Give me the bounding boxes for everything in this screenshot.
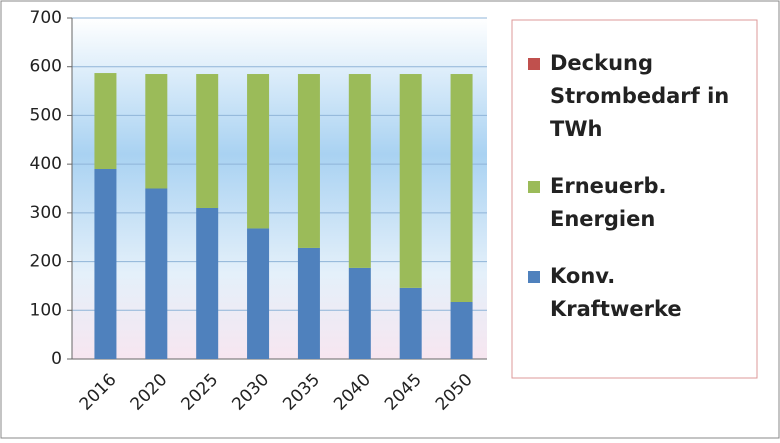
x-tick-label: 2035 [279, 370, 324, 415]
bar-segment [196, 207, 219, 359]
y-tick-label: 100 [30, 300, 62, 320]
plot-area [72, 18, 487, 359]
bar-segment [297, 74, 320, 248]
bar-segment [399, 74, 422, 288]
bar-segment [145, 74, 168, 189]
x-tick-label: 2016 [76, 370, 121, 415]
legend-label: Deckung Strombedarf in TWh [550, 51, 729, 141]
legend-swatch [528, 58, 540, 70]
bar-segment [247, 74, 270, 229]
bar-segment [145, 188, 168, 359]
x-tick-label: 2030 [228, 370, 273, 415]
legend-label: Konv. Kraftwerke [550, 264, 682, 321]
bar-segment [297, 247, 320, 359]
bar-segment [94, 73, 117, 170]
y-tick-label: 400 [30, 154, 62, 174]
bar-segment [348, 267, 371, 359]
x-tick-label: 2045 [381, 370, 426, 415]
bar-segment [348, 74, 371, 268]
bar-segment [450, 302, 473, 359]
bar-segment [94, 169, 117, 359]
legend-swatch [528, 271, 540, 283]
bar-segment [196, 74, 219, 208]
y-tick-label: 0 [51, 349, 62, 369]
bar-segment [450, 74, 473, 303]
x-tick-label: 2050 [432, 370, 477, 415]
x-tick-label: 2025 [178, 370, 223, 415]
bar-segment [399, 287, 422, 359]
y-tick-label: 300 [30, 203, 62, 223]
y-tick-label: 700 [30, 8, 62, 28]
legend-box [511, 19, 758, 379]
x-tick-label: 2020 [127, 370, 172, 415]
y-tick-label: 600 [30, 57, 62, 77]
bar-segment [247, 228, 270, 359]
x-tick-label: 2040 [330, 370, 375, 415]
y-tick-label: 500 [30, 105, 62, 125]
legend-label: Erneuerb. Energien [550, 174, 666, 231]
legend-swatch [528, 181, 540, 193]
y-tick-label: 200 [30, 252, 62, 272]
